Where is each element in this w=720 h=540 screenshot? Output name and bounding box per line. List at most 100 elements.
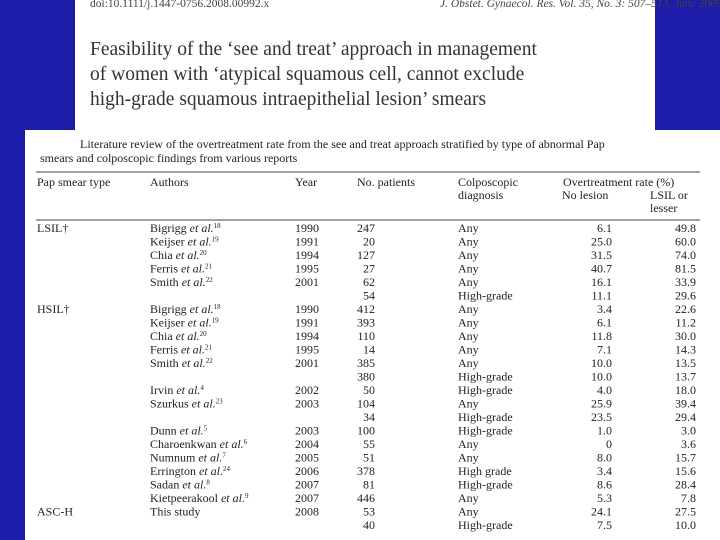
patients: 100: [357, 424, 375, 438]
no-lesion: 4.0: [597, 383, 612, 397]
column-header: No. patients: [357, 175, 415, 189]
reference: 5: [204, 425, 208, 433]
lsil-or-lesser: 3.0: [681, 424, 696, 438]
author: Dunn et al.5: [150, 424, 208, 438]
column-header: Overtreatment rate (%): [563, 175, 674, 189]
diagnosis: High-grade: [458, 518, 513, 532]
diagnosis: Any: [458, 248, 479, 262]
year: 2001: [295, 356, 319, 370]
et-al: et al.: [190, 221, 214, 235]
no-lesion: 24.1: [591, 505, 612, 519]
table-panel: [25, 130, 720, 540]
et-al: et al.: [188, 235, 212, 249]
et-al: et al.: [176, 329, 200, 343]
no-lesion: 16.1: [591, 275, 612, 289]
author-name: Dunn: [150, 424, 177, 438]
column-header: No lesion: [562, 188, 608, 202]
column-header: Pap smear type: [37, 175, 110, 189]
author: Numnum et al.7: [150, 451, 226, 465]
author-name: Szurkus: [150, 397, 189, 411]
patients: 385: [357, 356, 375, 370]
no-lesion: 23.5: [591, 410, 612, 424]
no-lesion: 3.4: [597, 464, 612, 478]
no-lesion: 1.0: [597, 424, 612, 438]
no-lesion: 7.1: [597, 343, 612, 357]
reference: 22: [206, 357, 214, 365]
patients: 104: [357, 397, 375, 411]
et-al: et al.: [199, 464, 223, 478]
diagnosis: Any: [458, 235, 479, 249]
et-al: et al.: [192, 397, 216, 411]
et-al: et al.: [182, 356, 206, 370]
lsil-or-lesser: 81.5: [675, 262, 696, 276]
et-al: et al.: [182, 478, 206, 492]
patients: 62: [363, 275, 375, 289]
year: 2003: [295, 397, 319, 411]
et-al: et al.: [220, 437, 244, 451]
author-name: Kietpeerakool: [150, 491, 219, 505]
no-lesion: 25.9: [591, 397, 612, 411]
reference: 21: [205, 263, 213, 271]
reference: 7: [222, 452, 226, 460]
author-name: Smith: [150, 356, 179, 370]
diagnosis: Any: [458, 316, 479, 330]
author: Chia et al.20: [150, 329, 207, 343]
no-lesion: 40.7: [591, 262, 612, 276]
patients: 412: [357, 302, 375, 316]
diagnosis: Any: [458, 397, 479, 411]
patients: 380: [357, 370, 375, 384]
year: 2006: [295, 464, 319, 478]
author: Ferris et al.21: [150, 262, 213, 276]
column-header: lesser: [650, 201, 677, 215]
no-lesion: 8.6: [597, 478, 612, 492]
diagnosis: Any: [458, 451, 479, 465]
author: Bigrigg et al.18: [150, 302, 221, 316]
lsil-or-lesser: 33.9: [675, 275, 696, 289]
no-lesion: 25.0: [591, 235, 612, 249]
year: 1995: [295, 343, 319, 357]
patients: 27: [363, 262, 375, 276]
author-name: Irvin: [150, 383, 173, 397]
year: 1991: [295, 235, 319, 249]
reference: 9: [245, 492, 249, 500]
year: 2008: [295, 505, 319, 519]
diagnosis: High grade: [458, 464, 512, 478]
pap-type: LSIL†: [37, 221, 68, 235]
lsil-or-lesser: 14.3: [675, 343, 696, 357]
diagnosis: High-grade: [458, 383, 513, 397]
author: Szurkus et al.23: [150, 397, 223, 411]
author-name: This study: [150, 505, 200, 519]
et-al: et al.: [198, 451, 222, 465]
lsil-or-lesser: 22.6: [675, 302, 696, 316]
author: Irvin et al.4: [150, 383, 204, 397]
diagnosis: Any: [458, 262, 479, 276]
year: 2001: [295, 275, 319, 289]
reference: 19: [212, 236, 220, 244]
year: 1990: [295, 302, 319, 316]
diagnosis: Any: [458, 505, 479, 519]
patients: 81: [363, 478, 375, 492]
pap-type: HSIL†: [37, 302, 70, 316]
et-al: et al.: [221, 491, 245, 505]
author: Kietpeerakool et al.9: [150, 491, 249, 505]
column-header: Colposcopic: [458, 175, 518, 189]
lsil-or-lesser: 15.6: [675, 464, 696, 478]
author-name: Numnum: [150, 451, 196, 465]
title: Feasibility of the ‘see and treat’ appro…: [90, 39, 537, 110]
reference: 20: [200, 249, 208, 257]
pap-type: ASC-H: [37, 505, 73, 519]
patients: 54: [363, 289, 375, 303]
no-lesion: 11.8: [591, 329, 612, 343]
no-lesion: 10.0: [591, 370, 612, 384]
patients: 393: [357, 316, 375, 330]
author-name: Ferris: [150, 343, 178, 357]
year: 2007: [295, 491, 319, 505]
no-lesion: 6.1: [597, 316, 612, 330]
lsil-or-lesser: 29.4: [675, 410, 696, 424]
year: 1994: [295, 329, 319, 343]
patients: 14: [363, 343, 375, 357]
diagnosis: Any: [458, 329, 479, 343]
diagnosis: Any: [458, 302, 479, 316]
author-name: Charoenkwan: [150, 437, 217, 451]
